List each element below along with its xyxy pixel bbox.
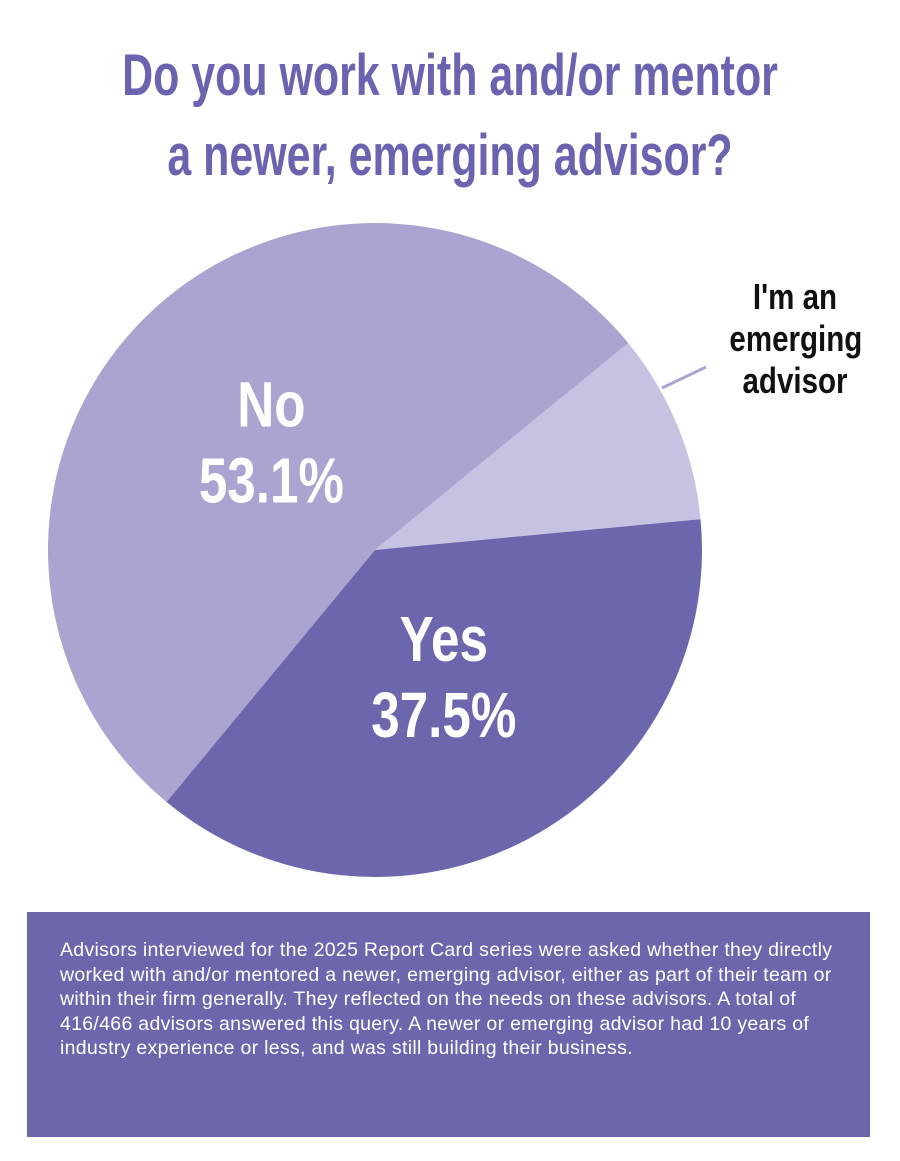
slice-label: No bbox=[237, 370, 305, 441]
value-label: 37.5% bbox=[371, 681, 516, 752]
note: Advisors interviewed for the 2025 Report… bbox=[60, 939, 833, 1059]
slice-label: I'm an emerging advisor bbox=[729, 276, 863, 401]
chart-title: a newer, emerging advisor? bbox=[167, 123, 733, 188]
leader-line bbox=[661, 365, 707, 390]
note-box: Advisors interviewed for the 2025 Report… bbox=[27, 912, 870, 1137]
chart-title: Do you work with and/or mentor bbox=[122, 43, 778, 108]
value-label: 53.1% bbox=[199, 446, 344, 517]
pie-slice bbox=[375, 343, 701, 550]
pie-slice bbox=[48, 223, 629, 802]
pie-slice bbox=[166, 519, 702, 878]
slice-label: Yes bbox=[400, 605, 488, 676]
